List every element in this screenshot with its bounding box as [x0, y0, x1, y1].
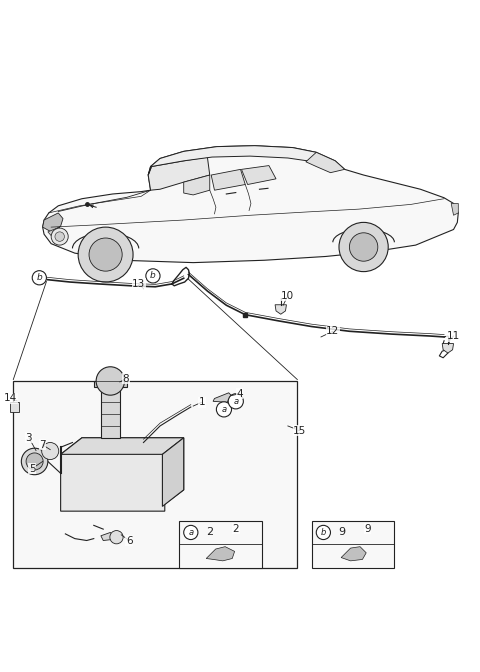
Polygon shape [275, 305, 287, 314]
Text: a: a [233, 397, 239, 406]
Text: 15: 15 [293, 425, 306, 435]
Circle shape [110, 531, 123, 544]
Circle shape [89, 238, 122, 271]
Text: 4: 4 [236, 389, 243, 398]
Circle shape [32, 271, 47, 285]
Text: a: a [221, 405, 227, 414]
Polygon shape [48, 227, 60, 236]
Polygon shape [241, 165, 276, 185]
Circle shape [78, 227, 133, 282]
Circle shape [339, 222, 388, 271]
Bar [312, 521, 395, 568]
Polygon shape [94, 381, 127, 386]
Bar [101, 390, 120, 437]
Bar [13, 381, 297, 568]
Text: 9: 9 [364, 523, 371, 534]
Text: b: b [36, 274, 42, 282]
Circle shape [146, 269, 160, 283]
Polygon shape [442, 343, 454, 353]
Polygon shape [162, 437, 184, 507]
Polygon shape [341, 546, 366, 561]
Circle shape [26, 453, 43, 470]
Polygon shape [306, 153, 345, 173]
Bar [179, 521, 262, 568]
Circle shape [51, 228, 68, 245]
Text: a: a [188, 528, 193, 537]
Text: 3: 3 [25, 433, 32, 443]
Circle shape [184, 526, 198, 540]
Circle shape [21, 448, 48, 474]
Text: 9: 9 [339, 528, 346, 538]
Text: b: b [321, 528, 326, 537]
Text: 12: 12 [326, 327, 339, 336]
Text: 10: 10 [281, 291, 294, 301]
Circle shape [55, 232, 64, 241]
Polygon shape [148, 146, 316, 175]
Text: 14: 14 [4, 394, 18, 403]
Polygon shape [206, 546, 235, 561]
Text: 7: 7 [39, 440, 46, 450]
Circle shape [349, 233, 378, 261]
Circle shape [42, 443, 59, 460]
Polygon shape [451, 204, 458, 215]
Text: 5: 5 [29, 464, 36, 474]
Polygon shape [43, 146, 458, 263]
Circle shape [96, 367, 124, 395]
Polygon shape [43, 213, 63, 232]
Text: 11: 11 [447, 331, 460, 341]
Circle shape [316, 526, 330, 540]
Text: 1: 1 [198, 397, 205, 407]
Polygon shape [184, 175, 210, 195]
Polygon shape [211, 169, 245, 190]
Text: 2: 2 [206, 528, 213, 538]
Text: 8: 8 [123, 374, 129, 384]
Polygon shape [101, 532, 113, 540]
Text: 2: 2 [232, 523, 239, 534]
Polygon shape [213, 393, 231, 403]
Circle shape [228, 394, 243, 409]
Text: 6: 6 [126, 536, 132, 546]
Text: 13: 13 [132, 279, 145, 289]
Bar [10, 403, 20, 412]
Polygon shape [60, 437, 184, 511]
Circle shape [216, 402, 231, 417]
Text: b: b [150, 271, 156, 280]
Polygon shape [148, 157, 210, 190]
Polygon shape [60, 437, 184, 454]
